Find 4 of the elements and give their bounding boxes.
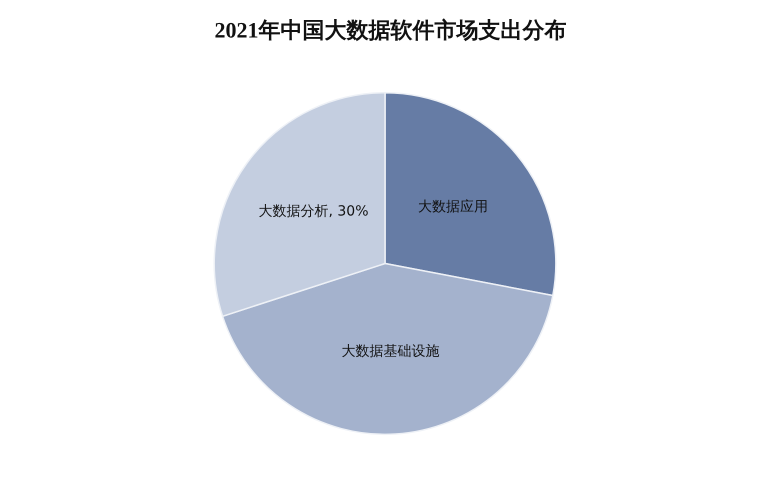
slice-label: 大数据分析, 30% <box>258 204 369 220</box>
chart-title: 2021年中国大数据软件市场支出分布 <box>214 18 566 42</box>
slice-label: 大数据应用 <box>418 199 488 216</box>
slice-label: 大数据基础设施 <box>342 344 440 360</box>
